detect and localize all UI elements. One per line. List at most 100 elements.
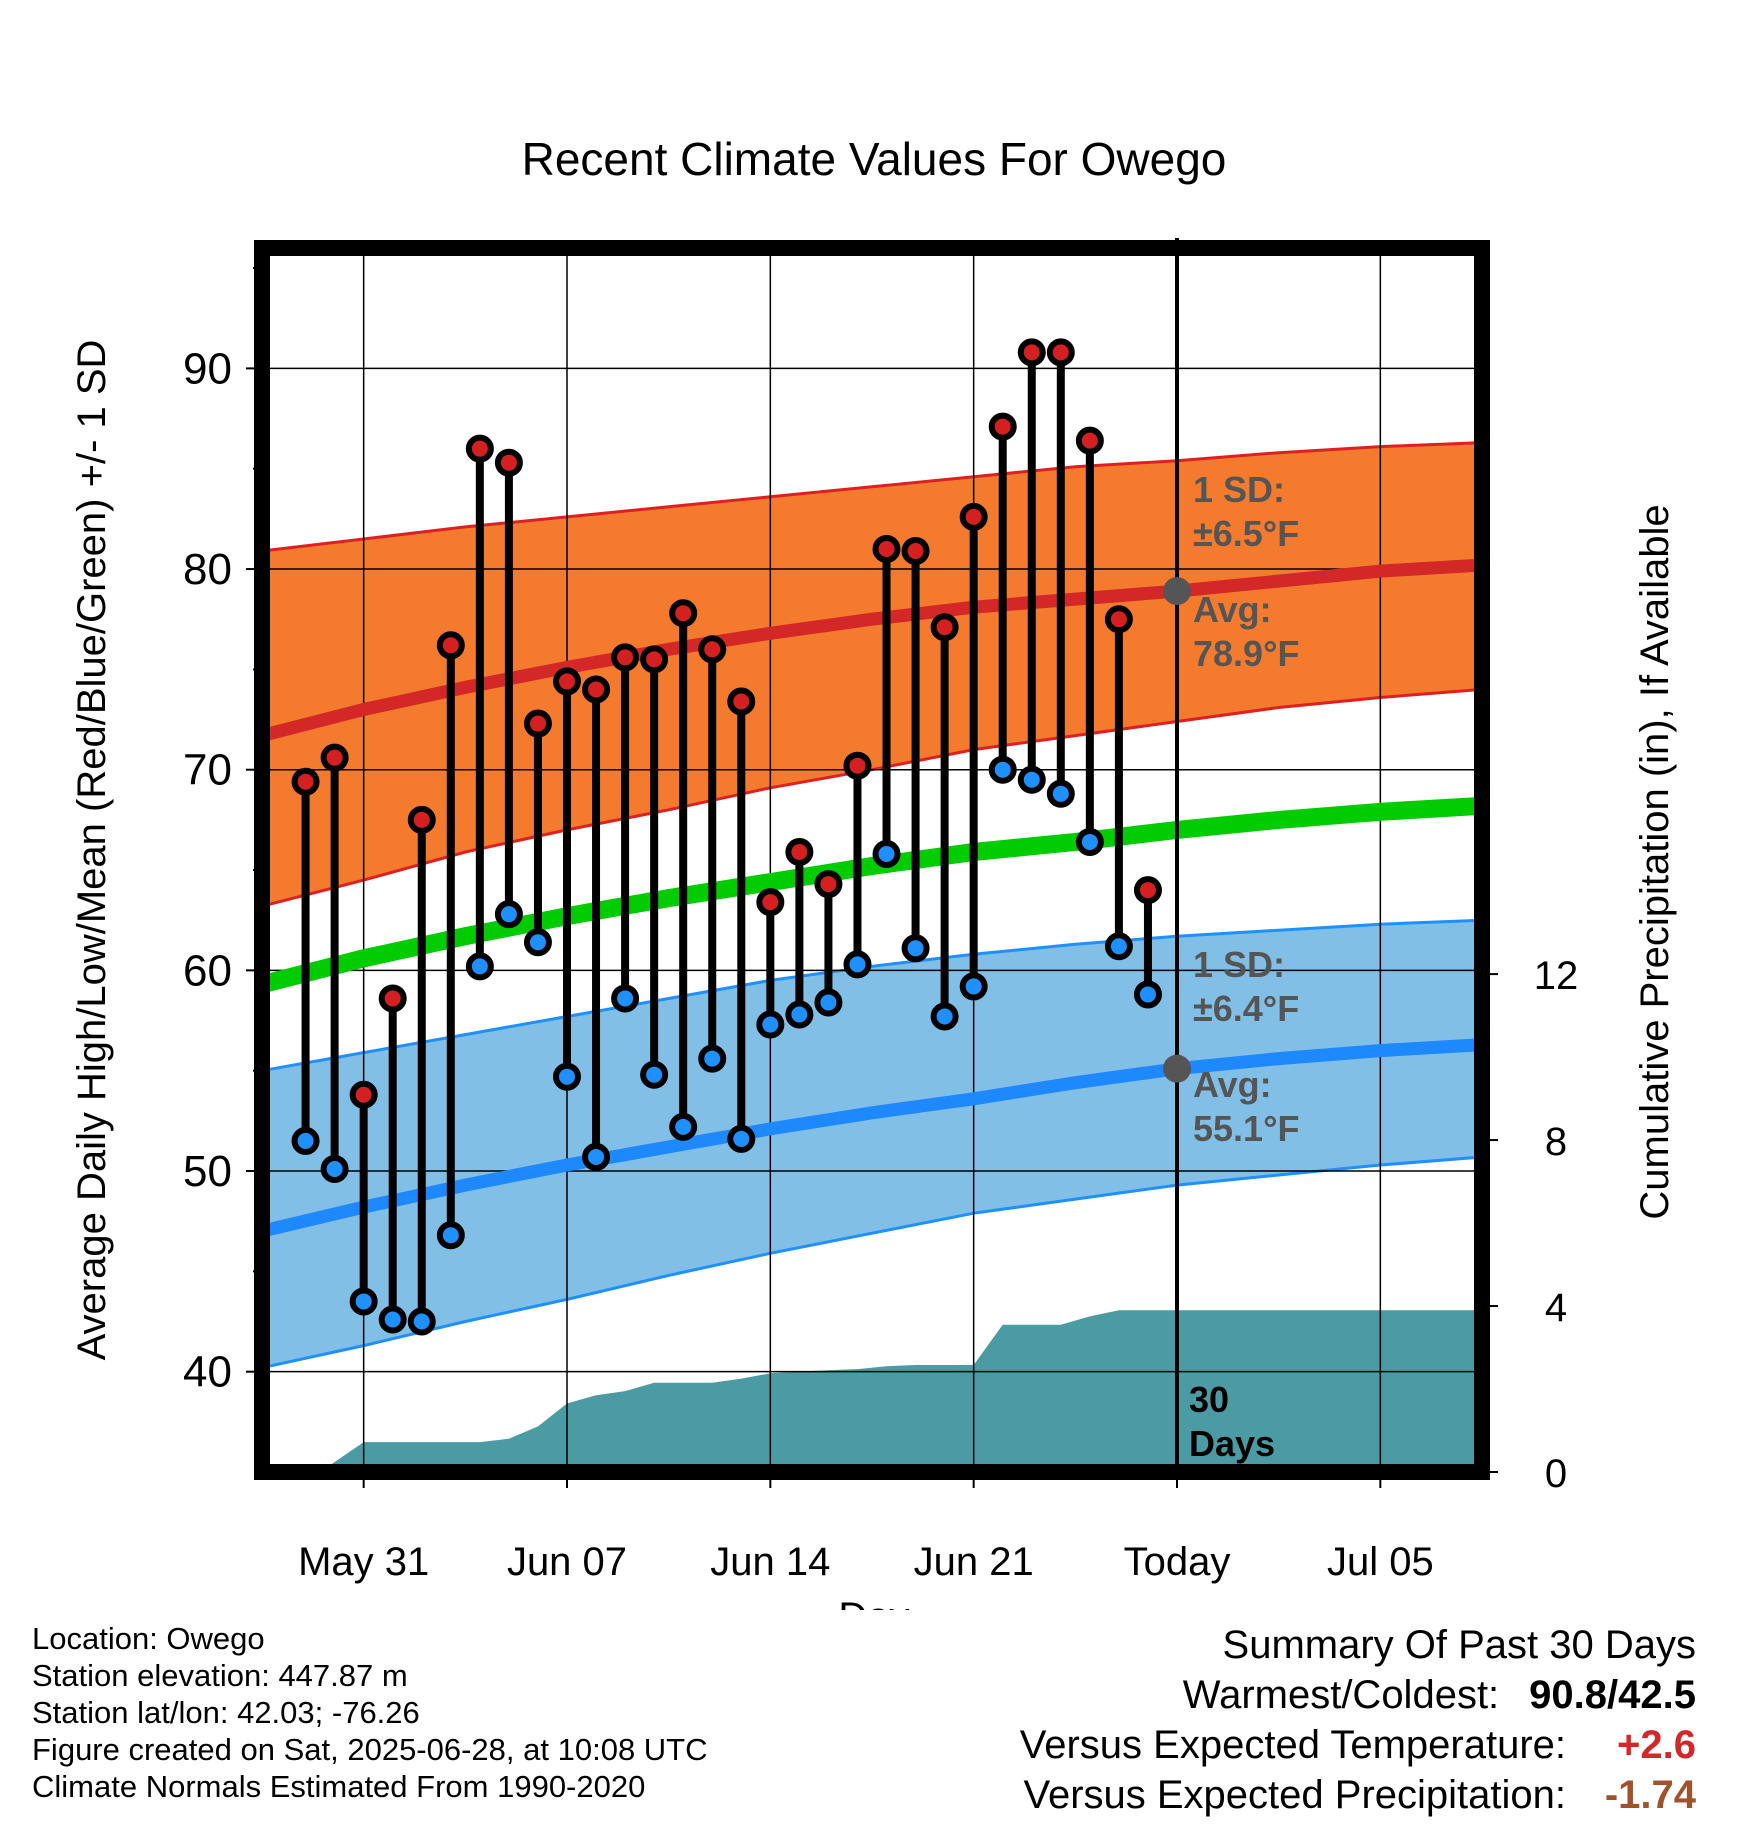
observed-high-point [523,709,552,738]
precipitation-area [262,1310,1482,1472]
observed-low-point [553,1062,581,1091]
observed-high-point [698,635,727,664]
today-high-avg-marker [1163,577,1191,606]
observed-high-point [1046,338,1075,367]
station-info: Location: Owego Station elevation: 447.8… [32,1620,708,1805]
normal-low-line [260,1038,1483,1238]
low-sd-value: ±6.4°F [1193,988,1299,1029]
latlon-text: Station lat/lon: 42.03; -76.26 [32,1695,420,1730]
elevation-text: Station elevation: 447.87 m [32,1658,408,1693]
location-text: Location: Owego [32,1621,265,1656]
observed-high-point [727,687,756,716]
y-axis-label: Average Daily High/Low/Mean (Red/Blue/Gr… [70,340,114,1361]
x-tick-label: Today [1124,1540,1231,1584]
high-sd-upper-edge [261,441,1483,553]
observed-high-point [756,888,785,917]
normals-text: Climate Normals Estimated From 1990-2020 [32,1769,646,1804]
high-sd-label: 1 SD: [1193,469,1285,510]
low-sd-lower-edge [261,1155,1483,1370]
low-avg-label: Avg: [1193,1064,1272,1105]
low-sd-label: 1 SD: [1193,944,1285,985]
y2-axis-label: Cumulative Precipitation (in), If Availa… [1633,504,1677,1219]
observed-low-point [523,928,552,957]
observed-low-point [582,1142,611,1171]
x-tick-label: Jun 21 [914,1540,1034,1584]
observed-high-point [320,743,349,772]
normal-high-line [260,558,1483,742]
warmest-label: Warmest/Coldest: [1182,1673,1500,1717]
high-avg-label: Avg: [1193,589,1272,630]
warmest-value: 90.8/42.5 [1529,1673,1696,1717]
observed-low-point [1133,980,1162,1009]
observed-high-point [582,675,611,704]
observed-high-point [349,1080,378,1109]
observed-low-point [611,984,640,1013]
observed-low-point [901,934,930,963]
temp-anomaly-label: Versus Expected Temperature: [1019,1723,1566,1767]
y2-tick-label: 12 [1534,954,1579,998]
precip-anomaly-value: -1.74 [1604,1773,1696,1817]
observed-high-point [553,667,581,696]
observed-high-point [959,502,988,531]
observed-high-point [872,534,901,563]
observed-low-point [1017,765,1046,794]
high-avg-value: 78.9°F [1193,633,1299,674]
observed-low-point [291,1126,320,1155]
y-tick-label: 50 [183,1147,232,1196]
high-sd-value: ±6.5°F [1193,513,1299,554]
summary-precip-row: Versus Expected Precipitation: -1.74 [1020,1770,1696,1820]
observed-low-point [727,1124,756,1153]
observed-low-point [320,1155,349,1184]
x-tick-label: Jun 14 [710,1540,830,1584]
observed-high-point [611,643,640,672]
observed-high-point [814,870,843,899]
summary-warmest-row: Warmest/Coldest: 90.8/42.5 [1020,1670,1696,1720]
created-text: Figure created on Sat, 2025-06-28, at 10… [32,1732,708,1767]
observed-high-point [669,599,698,628]
x-axis-label: Day [838,1595,909,1610]
observed-low-point [1075,827,1104,856]
low-avg-value: 55.1°F [1193,1108,1299,1149]
y-tick-label: 40 [183,1348,232,1397]
observed-low-point [1104,932,1133,961]
summary-temp-row: Versus Expected Temperature: +2.6 [1020,1720,1696,1770]
observed-high-point [640,645,669,674]
observed-low-point [930,1002,959,1031]
observed-high-point [291,767,320,796]
observed-low-point [843,950,872,979]
observed-high-point [843,751,872,780]
x-tick-label: Jul 05 [1327,1540,1434,1584]
observed-high-point [988,412,1017,441]
y2-tick-label: 0 [1545,1452,1567,1496]
observed-low-point [465,952,494,981]
observed-high-point [378,984,407,1013]
observed-low-point [814,988,843,1017]
observed-high-point [465,434,494,463]
observed-high-point [785,837,814,866]
observed-low-point [640,1060,669,1089]
observed-low-point [436,1221,465,1250]
days-label-line2: Days [1189,1423,1275,1464]
observed-low-point [785,1000,814,1029]
y-tick-label: 90 [183,344,232,393]
y2-tick-label: 8 [1545,1120,1567,1164]
normal-mean-line [259,796,1483,994]
y-tick-label: 70 [183,746,232,795]
observed-low-point [349,1287,378,1316]
observed-high-point [494,448,523,477]
observed-high-point [1075,426,1104,455]
observed-low-point [756,1010,785,1039]
observed-low-point [698,1044,727,1073]
y-tick-label: 80 [183,545,232,594]
observed-high-point [901,536,930,565]
summary-title: Summary Of Past 30 Days [1222,1623,1696,1667]
observed-low-point [378,1305,407,1334]
observed-high-point [407,805,436,834]
precip-anomaly-label: Versus Expected Precipitation: [1023,1773,1566,1817]
today-low-avg-marker [1163,1054,1191,1083]
observed-low-point [872,839,901,868]
x-tick-label: Jun 07 [507,1540,627,1584]
summary-panel: Summary Of Past 30 Days Warmest/Coldest:… [1020,1620,1696,1820]
observed-low-point [669,1112,698,1141]
